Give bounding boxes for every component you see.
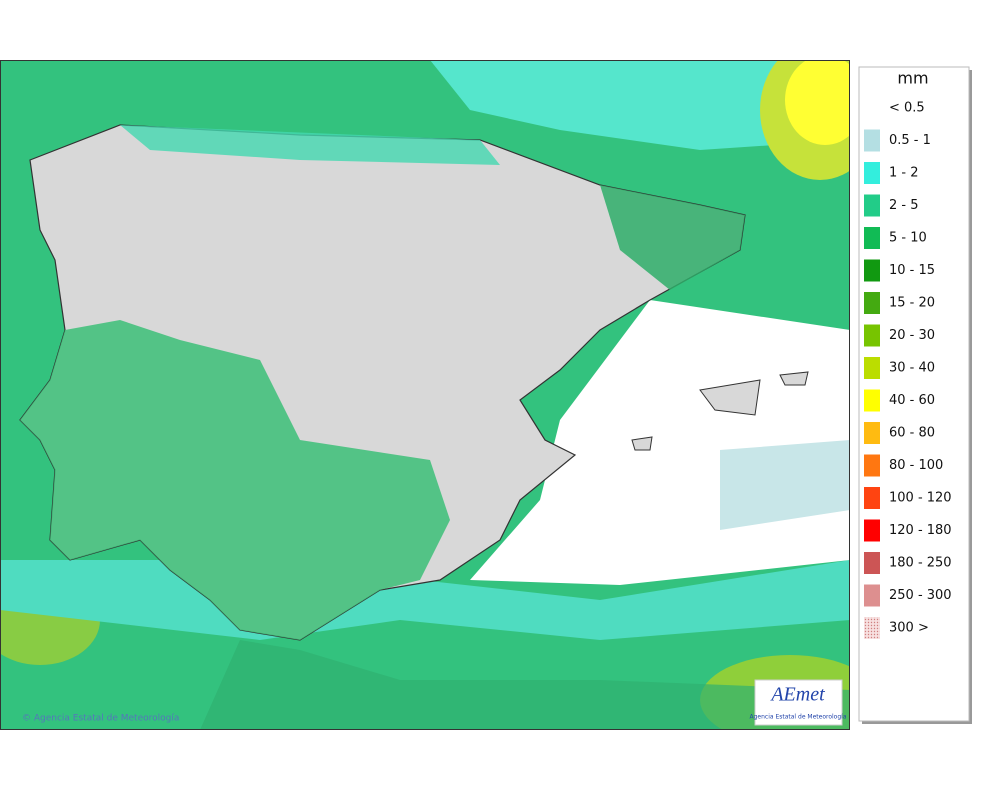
logo-subtitle: Agencia Estatal de Meteorología [750, 714, 847, 721]
legend-label: 40 - 60 [889, 393, 935, 408]
legend-swatch [864, 162, 880, 184]
logo-name: AEmet [769, 684, 825, 706]
legend-label: 300 > [889, 621, 929, 636]
legend-swatch [864, 129, 880, 152]
legend-label: 100 - 120 [889, 491, 952, 506]
legend-label: 80 - 100 [889, 458, 943, 473]
legend-swatch [864, 519, 880, 542]
legend-label: 10 - 15 [889, 263, 935, 278]
footer-credit: © Agencia Estatal de Meteorología [22, 714, 179, 724]
legend-label: 120 - 180 [889, 523, 952, 538]
legend-title: mm [897, 69, 928, 88]
legend-swatch [864, 552, 880, 574]
legend-swatch [864, 617, 880, 639]
logo-box [754, 679, 843, 726]
legend-label: 60 - 80 [889, 426, 935, 441]
legend-swatch [864, 389, 880, 412]
map-frame [0, 60, 850, 730]
legend-label: 250 - 300 [889, 588, 952, 603]
legend-swatch [864, 454, 880, 477]
legend-label: 30 - 40 [889, 361, 935, 376]
legend-swatch [864, 292, 880, 314]
legend-label: 1 - 2 [889, 166, 919, 181]
legend: < 0.5 0.5 - 1 1 - 2 2 - 5 5 - 10 10 - 15 15 - … [864, 101, 952, 639]
legend-swatch [864, 227, 880, 249]
map [0, 60, 850, 730]
legend-label: 180 - 250 [889, 556, 952, 571]
legend-label: 20 - 30 [889, 328, 935, 343]
legend-swatch [864, 259, 880, 282]
legend-swatch [864, 487, 880, 509]
legend-swatch [864, 324, 880, 347]
legend-swatch [864, 584, 880, 607]
legend-label: 15 - 20 [889, 296, 935, 311]
legend-label: 2 - 5 [889, 198, 919, 213]
legend-swatch [864, 422, 880, 444]
legend-label: 5 - 10 [889, 231, 927, 246]
legend-label: < 0.5 [889, 101, 925, 116]
legend-label: 0.5 - 1 [889, 133, 931, 148]
legend-swatch [864, 194, 880, 217]
legend-swatch [864, 357, 880, 379]
